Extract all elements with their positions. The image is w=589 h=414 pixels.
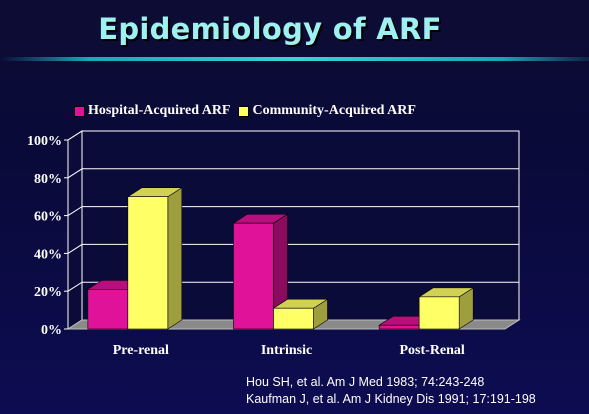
chart-side-wall — [67, 130, 83, 330]
slide-title: Epidemiology of ARF — [98, 12, 442, 46]
legend-swatch-hospital — [74, 105, 85, 117]
chart-legend: Hospital-Acquired ARF Community-Acquired… — [74, 103, 424, 119]
y-tick-label: 40% — [34, 247, 62, 262]
y-tick-label: 60% — [34, 210, 62, 225]
legend-item-hospital: Hospital-Acquired ARF — [74, 103, 230, 119]
x-category-label: Intrinsic — [261, 343, 312, 358]
bar — [378, 324, 420, 330]
gridline — [67, 206, 519, 217]
y-tick-label: 100% — [27, 134, 62, 149]
gridline — [67, 281, 519, 292]
legend-label-hospital: Hospital-Acquired ARF — [88, 103, 231, 118]
bar — [233, 222, 274, 330]
legend-item-community: Community-Acquired ARF — [238, 103, 416, 119]
gridline — [67, 168, 519, 179]
bar — [127, 196, 169, 330]
legend-label-community: Community-Acquired ARF — [252, 103, 416, 118]
citation-2: Kaufman J, et al. Am J Kidney Dis 1991; … — [246, 392, 536, 406]
gridline — [67, 243, 519, 254]
bar-side — [167, 187, 183, 330]
x-category-label: Post-Renal — [400, 343, 465, 358]
bar — [418, 296, 460, 330]
y-tick-label: 80% — [34, 172, 62, 187]
citation-1: Hou SH, et al. Am J Med 1983; 74:243-248 — [246, 375, 485, 389]
y-tick-label: 0% — [41, 323, 62, 338]
bar — [273, 307, 314, 330]
legend-swatch-community — [238, 105, 250, 117]
x-category-label: Pre-renal — [113, 343, 169, 358]
title-underline — [0, 57, 589, 61]
citations: Hou SH, et al. Am J Med 1983; 74:243-248… — [246, 374, 536, 408]
gridline — [67, 130, 519, 141]
bar — [87, 289, 129, 330]
y-tick-label: 20% — [34, 285, 62, 300]
